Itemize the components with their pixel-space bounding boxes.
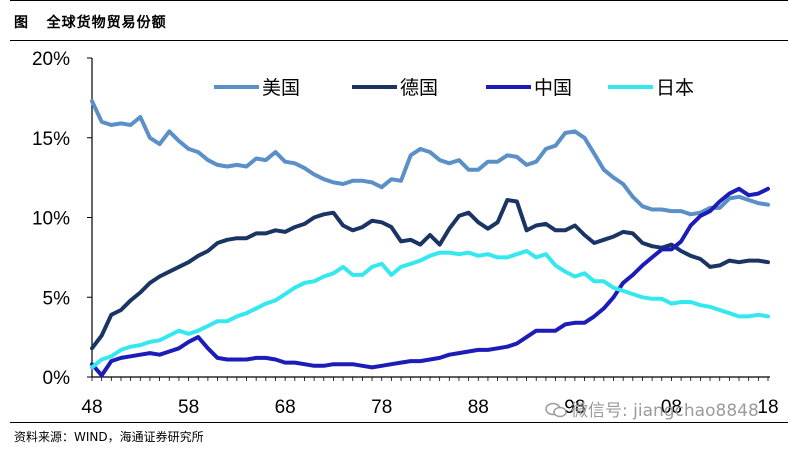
title-rule [10, 40, 788, 41]
x-tick-label: 58 [178, 397, 199, 418]
bottom-rule [10, 422, 788, 423]
legend: 美国 德国 中国 日本 [214, 77, 694, 99]
legend-label-德国: 德国 [400, 77, 438, 99]
y-tick-label: 10% [32, 209, 70, 230]
x-tick-label: 98 [564, 397, 585, 418]
x-axis: 48 58 68 78 88 98 08 18 [81, 377, 779, 418]
x-tick-label: 48 [81, 397, 102, 418]
y-tick-label: 15% [32, 129, 70, 150]
y-axis: 0% 5% 10% 15% 20% [32, 49, 92, 389]
top-rule [10, 0, 788, 1]
series-line-美国 [90, 99, 770, 217]
figure-title: 图 全球货物贸易份额 [14, 15, 167, 31]
series-lines [90, 99, 770, 378]
watermark-text: 微信号: jiangchao8848 [571, 401, 759, 421]
x-tick-label: 68 [275, 397, 296, 418]
series-line-日本 [90, 249, 770, 370]
y-tick-label: 5% [43, 288, 71, 309]
watermark: 微信号: jiangchao8848 [545, 396, 759, 421]
wechat-icon [545, 402, 567, 418]
plot-frame [91, 58, 770, 378]
legend-label-中国: 中国 [534, 77, 572, 99]
x-tick-label: 18 [757, 397, 778, 418]
x-tick-label: 08 [661, 397, 682, 418]
series-line-中国 [90, 186, 770, 378]
legend-label-日本: 日本 [656, 77, 694, 99]
legend-label-美国: 美国 [262, 77, 300, 99]
source-note: 资料来源：WIND，海通证券研究所 [14, 430, 204, 444]
series-line-德国 [90, 198, 770, 351]
x-tick-label: 88 [468, 397, 489, 418]
y-tick-label: 0% [43, 368, 71, 389]
y-tick-label: 20% [32, 49, 70, 70]
x-tick-label: 78 [371, 397, 392, 418]
